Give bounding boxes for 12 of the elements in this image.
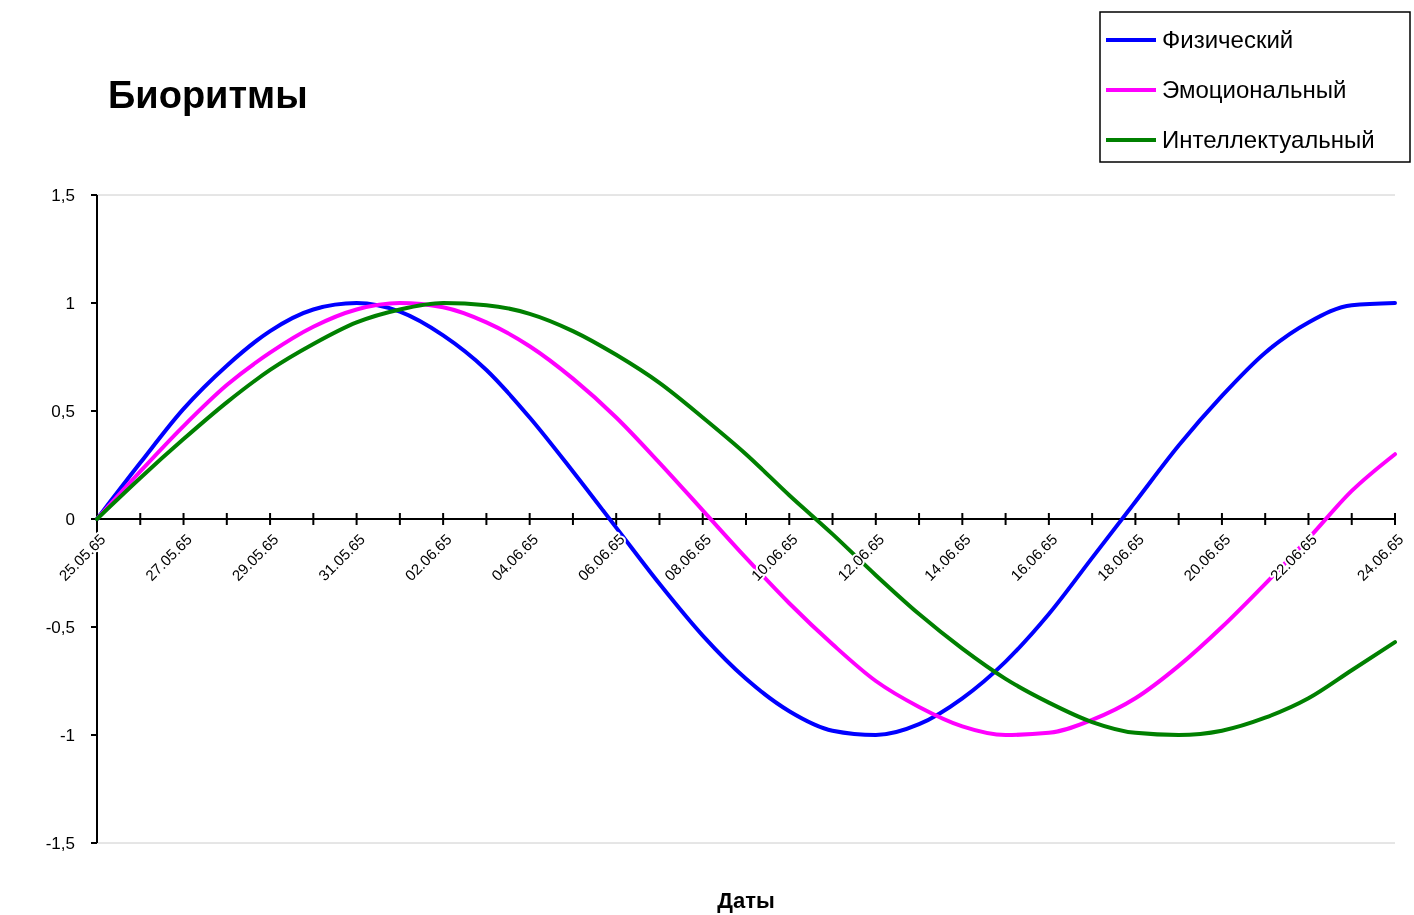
legend-label: Эмоциональный xyxy=(1162,76,1347,104)
y-tick-label: 0 xyxy=(65,509,75,529)
legend-label: Интеллектуальный xyxy=(1162,126,1375,154)
x-axis-title: Даты xyxy=(717,888,775,913)
y-tick-label: 1 xyxy=(65,293,75,313)
y-tick-label: -1,5 xyxy=(45,833,75,853)
legend-label: Физический xyxy=(1162,26,1294,54)
chart-title: Биоритмы xyxy=(108,74,308,116)
y-tick-label: -0,5 xyxy=(45,617,75,637)
y-tick-label: 0,5 xyxy=(51,401,75,421)
y-tick-label: -1 xyxy=(59,725,75,745)
y-tick-label: 1,5 xyxy=(51,185,75,205)
